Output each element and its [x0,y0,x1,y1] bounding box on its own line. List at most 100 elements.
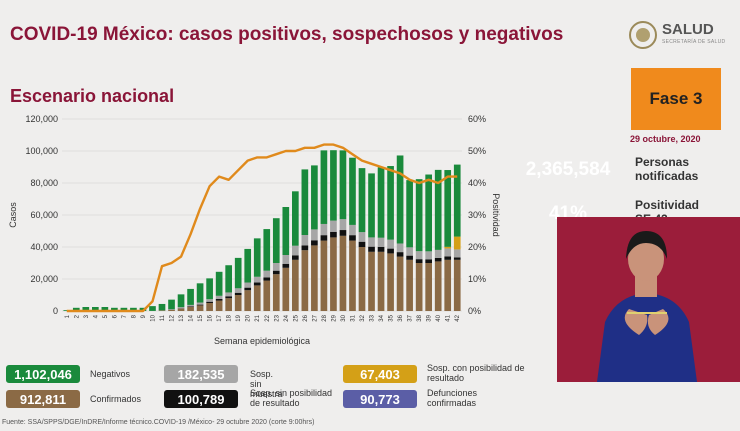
bar-confirmados [387,253,394,311]
legend-sosp-con-posibilidad-label: Sosp. con posibilidad de resultado [427,363,527,383]
x-tick-label: 16 [208,314,214,321]
legend-sosp-sin-posibilidad-label: Sosp. sin posibilidad de resultado [250,388,340,408]
bar-confirmados [244,290,251,311]
bar-sosp-sin-muestra [368,237,375,246]
bar-negativos [197,283,204,302]
bar-sosp-con-posibilidad-de-resultado [454,237,461,250]
x-tick-label: 7 [122,314,128,318]
bar-confirmados [330,237,337,311]
bar-confirmados [416,263,423,311]
bar-confirmados [302,250,309,311]
salud-logo-subtext: SECRETARÍA DE SALUD [662,39,725,45]
source-footer: Fuente: SSA/SPPS/DGE/InDRE/Informe técni… [0,419,740,431]
bar-sosp-sin-muestra [397,243,404,252]
bar-confirmados [292,260,299,311]
bar-negativos [302,169,309,235]
bar-negativos [273,218,280,263]
x-tick-label: 18 [227,314,233,321]
bar-negativos [406,180,413,247]
bar-sosp-sin-muestra [321,224,328,235]
bar-confirmados [444,260,451,311]
x-tick-label: 37 [408,314,414,321]
bar-sosp-sin-posibilidad-de-resultado [321,235,328,240]
legend-confirmados-value: 912,811 [6,390,80,408]
bar-confirmados [206,303,213,311]
bar-sosp-sin-muestra [254,277,261,283]
bar-confirmados [263,281,270,311]
legend-negativos-label: Negativos [90,369,130,379]
bar-confirmados [168,310,175,311]
bar-sosp-sin-posibilidad-de-resultado [311,240,318,245]
x-tick-label: 35 [389,314,395,321]
bar-negativos [254,238,261,276]
bar-sosp-sin-posibilidad-de-resultado [206,302,213,303]
x-tick-label: 10 [150,314,156,321]
bar-sosp-sin-muestra [454,249,461,257]
x-tick-label: 2 [74,314,80,318]
x-tick-label: 36 [398,314,404,321]
bar-sosp-sin-posibilidad-de-resultado [397,252,404,256]
bar-sosp-sin-posibilidad-de-resultado [282,264,289,268]
y-tick-label: 100,000 [25,146,58,156]
bar-negativos [244,249,251,283]
bar-sosp-sin-posibilidad-de-resultado [387,249,394,254]
bar-negativos [292,191,299,245]
x-tick-label: 30 [341,314,347,321]
bar-confirmados [454,260,461,311]
bar-sosp-sin-posibilidad-de-resultado [330,232,337,238]
x-tick-label: 11 [160,314,166,321]
seal-icon [628,20,658,50]
bar-confirmados [378,252,385,311]
page-title: COVID-19 México: casos positivos, sospec… [10,24,563,46]
x-tick-label: 28 [322,314,328,321]
y2-tick-label: 50% [468,146,486,156]
bar-confirmados [368,252,375,311]
bar-confirmados [340,236,347,311]
x-tick-label: 34 [379,314,385,321]
bar-sosp-sin-muestra [435,250,442,258]
bar-sosp-sin-muestra [206,299,213,302]
legend-defunciones-value: 90,773 [343,390,417,408]
x-tick-label: 6 [112,314,118,318]
bar-sosp-sin-posibilidad-de-resultado [292,255,299,259]
y2-tick-label: 30% [468,210,486,220]
x-tick-label: 8 [131,314,137,318]
bar-sosp-sin-muestra [197,303,204,305]
bar-negativos [387,166,394,240]
x-tick-label: 9 [141,314,147,318]
stat-notificadas-value: 2,365,584 [511,152,625,188]
x-tick-label: 33 [370,314,376,321]
y2-tick-label: 20% [468,242,486,252]
stat-notificadas-label: Personas notificadas [635,155,698,183]
bar-sosp-sin-muestra [349,225,356,235]
bar-negativos [349,158,356,225]
bar-sosp-sin-posibilidad-de-resultado [225,296,232,298]
bar-sosp-sin-muestra [235,288,242,292]
bar-sosp-sin-muestra [378,238,385,247]
bar-sosp-sin-posibilidad-de-resultado [435,258,442,262]
bar-confirmados [187,307,194,311]
bar-sosp-sin-muestra [273,263,280,271]
y-tick-label: 40,000 [30,242,58,252]
cases-chart: 020,00040,00060,00080,000100,000120,0000… [0,105,500,335]
bar-confirmados [311,245,318,311]
bar-confirmados [178,309,185,311]
bar-negativos [416,179,423,251]
bar-negativos [340,150,347,219]
x-tick-label: 26 [303,314,309,321]
bar-sosp-sin-muestra [425,251,432,259]
x-tick-label: 19 [236,314,242,321]
bar-sosp-sin-posibilidad-de-resultado [406,256,413,260]
bar-confirmados [216,301,223,311]
bar-sosp-con-posibilidad-de-resultado [444,247,451,249]
bar-negativos [378,167,385,237]
bar-sosp-sin-posibilidad-de-resultado [444,256,451,259]
bar-sosp-sin-posibilidad-de-resultado [302,245,309,250]
bar-sosp-sin-posibilidad-de-resultado [263,277,270,280]
bar-negativos [149,306,156,311]
bar-sosp-sin-posibilidad-de-resultado [368,247,375,252]
bar-negativos [359,168,366,232]
x-tick-label: 23 [274,314,280,321]
bar-sosp-sin-posibilidad-de-resultado [273,271,280,275]
bar-confirmados [197,305,204,311]
